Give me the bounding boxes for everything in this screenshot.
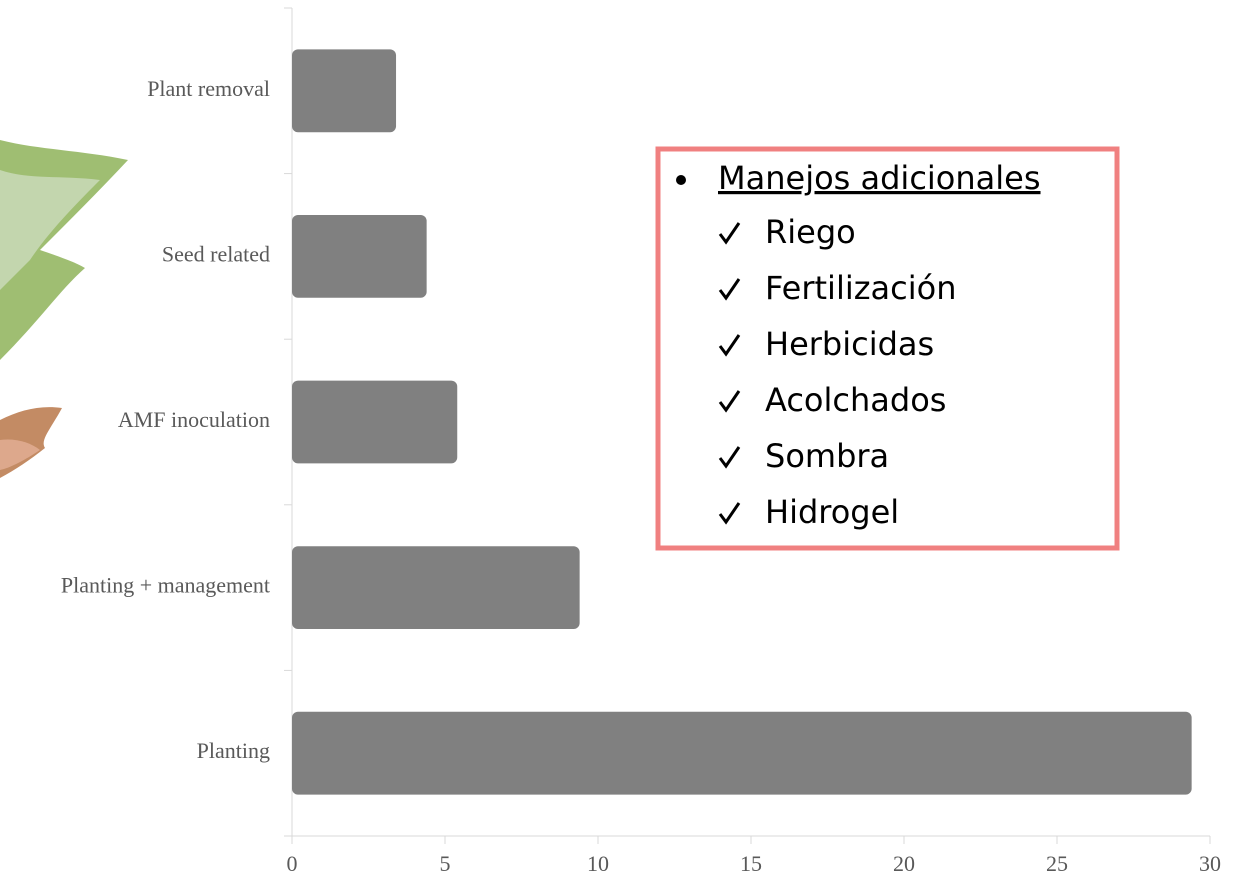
x-tick-label: 15 (740, 851, 762, 876)
chart: 0 5 10 15 20 25 30 Plant removal Seed related AMF… (0, 0, 1236, 891)
annotation-item: Sombra (765, 437, 889, 475)
bar (292, 381, 457, 464)
background-photo (0, 140, 128, 478)
bar (292, 546, 580, 629)
x-tick-label: 5 (440, 851, 451, 876)
bar (292, 49, 396, 132)
page: {"chart_data": {"type": "bar", "orientat… (0, 0, 1236, 891)
x-tick-label: 25 (1046, 851, 1068, 876)
x-tick-label: 0 (287, 851, 298, 876)
annotation-item: Acolchados (765, 381, 946, 419)
y-tick-label: Planting + management (61, 573, 270, 598)
bullet (676, 175, 686, 185)
y-tick-label: Plant removal (147, 76, 270, 101)
x-tick-label: 20 (893, 851, 915, 876)
annotation-item: Hidrogel (765, 493, 899, 531)
annotation-title: Manejos adicionales (718, 159, 1041, 197)
y-tick-label: Planting (197, 738, 270, 763)
bar (292, 215, 427, 298)
annotation-item: Riego (765, 213, 856, 251)
bar (292, 712, 1192, 795)
x-tick-label: 30 (1199, 851, 1221, 876)
y-tick-label: AMF inoculation (118, 407, 270, 432)
x-tick-label: 10 (587, 851, 609, 876)
annotation-item: Fertilización (765, 269, 956, 307)
annotation-item: Herbicidas (765, 325, 934, 363)
y-tick-label: Seed related (162, 241, 270, 266)
